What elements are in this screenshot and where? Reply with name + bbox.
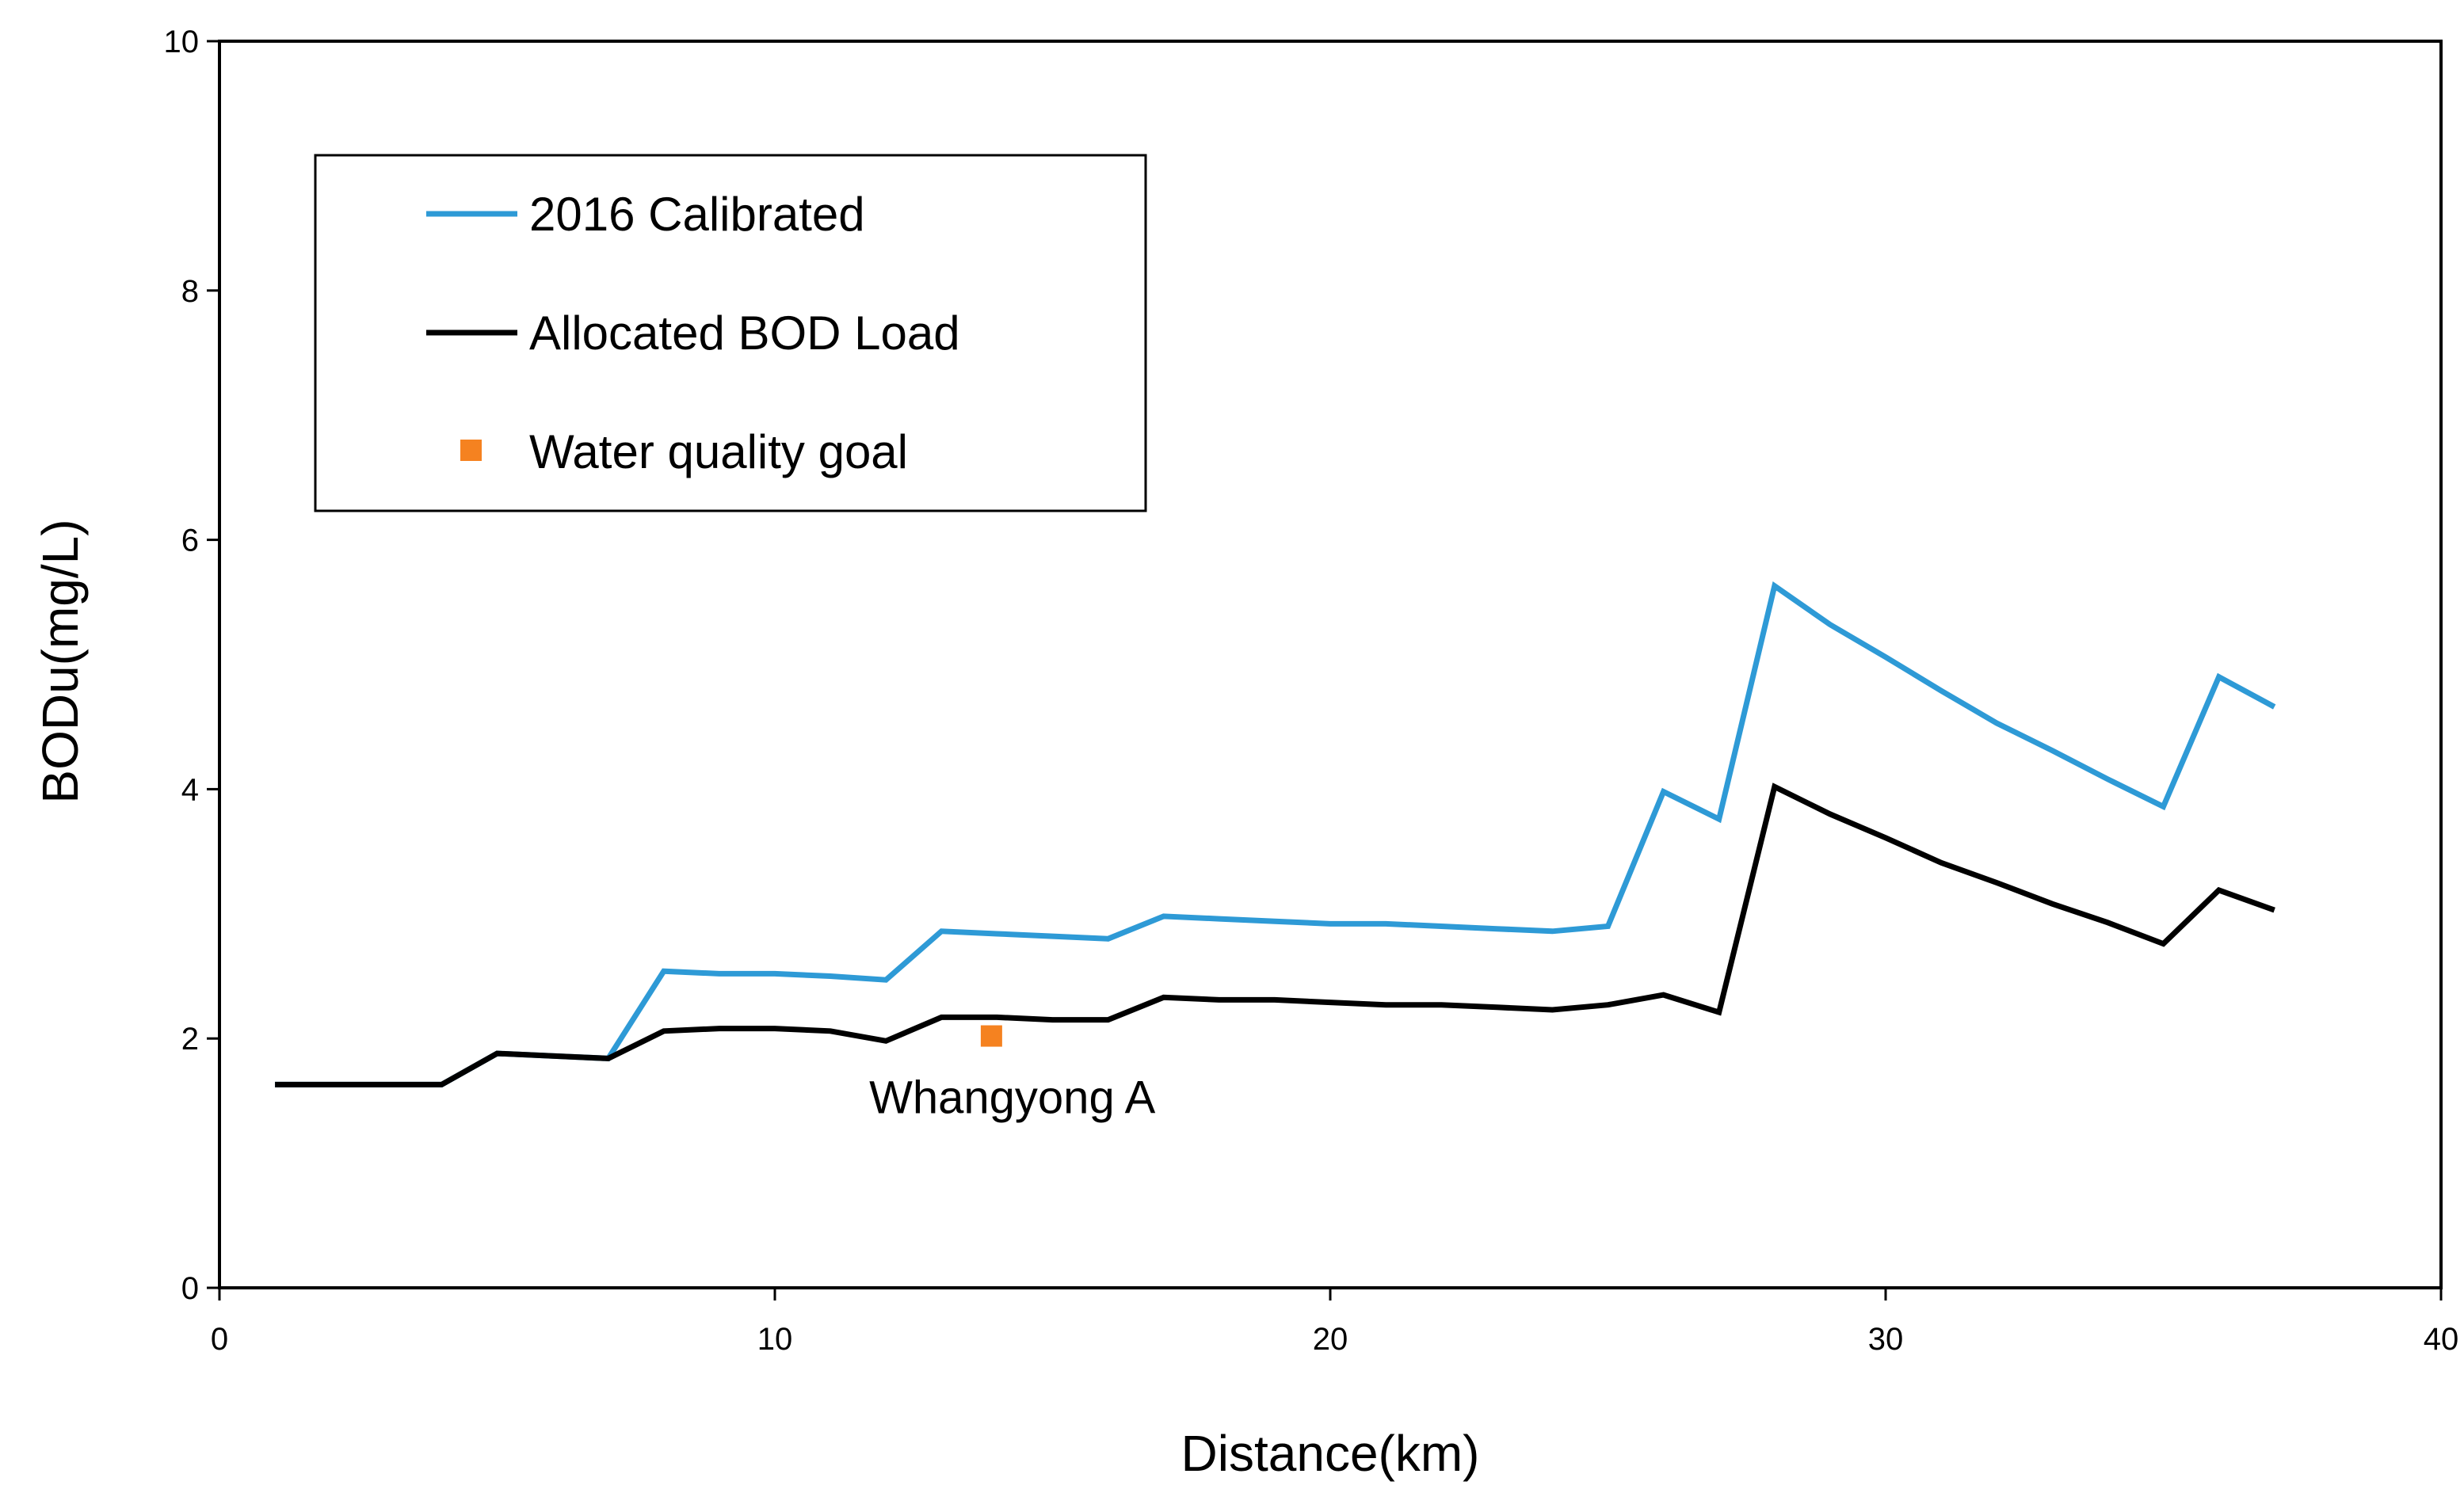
- data-point-allocated-bod-load: [1550, 1007, 1554, 1012]
- x-tick-label: 30: [1868, 1322, 1904, 1357]
- data-point-allocated-bod-load: [1494, 1005, 1499, 1010]
- y-tick-label: 6: [181, 524, 199, 558]
- data-point-2016-calibrated: [1217, 916, 1222, 921]
- data-point-2016-calibrated: [1550, 929, 1554, 934]
- data-point-2016-calibrated: [2161, 804, 2166, 809]
- data-point-2016-calibrated: [1828, 623, 1833, 627]
- legend-label-water-quality-goal: Water quality goal: [529, 425, 908, 478]
- x-tick-label: 20: [1313, 1322, 1348, 1357]
- data-point-allocated-bod-load: [1383, 1003, 1388, 1007]
- data-point-allocated-bod-load: [662, 1029, 666, 1034]
- data-point-2016-calibrated: [2272, 705, 2277, 710]
- data-point-2016-calibrated: [994, 931, 999, 936]
- data-point-2016-calibrated: [1439, 924, 1444, 929]
- data-point-2016-calibrated: [939, 929, 944, 934]
- data-point-allocated-bod-load: [1106, 1018, 1111, 1022]
- legend: 2016 Calibrated Allocated BOD Load Water…: [314, 154, 1147, 512]
- data-point-2016-calibrated: [2105, 777, 2110, 782]
- data-point-allocated-bod-load: [1717, 1010, 1722, 1015]
- legend-label-2016-calibrated: 2016 Calibrated: [529, 188, 865, 241]
- y-tick-label: 2: [181, 1022, 199, 1057]
- data-point-allocated-bod-load: [551, 1053, 555, 1058]
- data-point-allocated-bod-load: [1217, 997, 1222, 1002]
- data-point-allocated-bod-load: [939, 1015, 944, 1019]
- data-point-2016-calibrated: [1883, 655, 1888, 660]
- data-point-2016-calibrated: [1328, 921, 1333, 926]
- x-tick-label: 10: [757, 1322, 793, 1357]
- data-point-2016-calibrated: [1272, 919, 1277, 923]
- data-point-2016-calibrated: [1161, 914, 1166, 919]
- data-point-allocated-bod-load: [828, 1029, 833, 1034]
- y-tick-label: 8: [181, 274, 199, 309]
- data-point-allocated-bod-load: [1828, 812, 1833, 817]
- data-point-2016-calibrated: [2217, 675, 2222, 680]
- data-point-2016-calibrated: [1494, 927, 1499, 931]
- data-point-2016-calibrated: [1772, 584, 1777, 588]
- data-point-2016-calibrated: [1606, 924, 1611, 929]
- data-point-2016-calibrated: [828, 974, 833, 979]
- data-point-allocated-bod-load: [2217, 888, 2222, 893]
- data-point-allocated-bod-load: [1994, 880, 1999, 885]
- y-axis-title: BODu(mg/L): [32, 519, 89, 803]
- data-point-2016-calibrated: [1661, 790, 1666, 794]
- data-point-allocated-bod-load: [439, 1082, 444, 1087]
- data-point-allocated-bod-load: [883, 1038, 888, 1043]
- legend-label-allocated-bod-load: Allocated BOD Load: [529, 307, 960, 360]
- data-point-allocated-bod-load: [1439, 1003, 1444, 1007]
- data-point-allocated-bod-load: [328, 1082, 333, 1087]
- data-point-allocated-bod-load: [1606, 1003, 1611, 1007]
- data-point-allocated-bod-load: [1328, 1000, 1333, 1005]
- data-point-allocated-bod-load: [1051, 1018, 1055, 1022]
- data-point-allocated-bod-load: [1272, 997, 1277, 1002]
- data-point-allocated-bod-load: [2050, 901, 2054, 906]
- data-point-allocated-bod-load: [994, 1015, 999, 1019]
- data-point-2016-calibrated: [1051, 934, 1055, 939]
- data-point-allocated-bod-load: [2272, 908, 2277, 912]
- data-point-2016-calibrated: [1994, 721, 1999, 725]
- data-point-2016-calibrated: [1106, 936, 1111, 941]
- data-point-2016-calibrated: [2050, 748, 2054, 753]
- data-point-allocated-bod-load: [772, 1026, 777, 1031]
- annotation-whangyong-a: Whangyong A: [869, 1072, 1155, 1124]
- data-point-2016-calibrated: [1717, 817, 1722, 821]
- y-tick-label: 4: [181, 772, 199, 807]
- y-tick-label: 0: [181, 1271, 199, 1306]
- data-point-allocated-bod-load: [606, 1056, 611, 1061]
- data-point-2016-calibrated: [662, 969, 666, 973]
- series-line-2016-calibrated: [275, 581, 2276, 1087]
- legend-swatch-water-quality-goal: [460, 440, 482, 461]
- series-line-allocated-bod-load: [275, 783, 2275, 1087]
- marker-water-quality-goal: [980, 1025, 1002, 1047]
- y-tick-label: 10: [164, 25, 200, 59]
- data-point-allocated-bod-load: [1883, 836, 1888, 840]
- data-point-2016-calibrated: [1939, 688, 1943, 693]
- data-point-allocated-bod-load: [1661, 992, 1666, 997]
- data-point-allocated-bod-load: [2161, 942, 2166, 946]
- data-point-allocated-bod-load: [273, 1082, 277, 1087]
- data-point-2016-calibrated: [772, 971, 777, 976]
- data-point-2016-calibrated: [1383, 921, 1388, 926]
- x-axis-title: Distance(km): [1181, 1425, 1480, 1482]
- data-point-allocated-bod-load: [383, 1082, 388, 1087]
- data-point-allocated-bod-load: [1161, 995, 1166, 1000]
- data-point-2016-calibrated: [883, 977, 888, 982]
- data-point-allocated-bod-load: [1772, 784, 1777, 789]
- data-point-allocated-bod-load: [2105, 920, 2110, 925]
- data-point-allocated-bod-load: [495, 1051, 500, 1056]
- x-tick-label: 0: [211, 1322, 228, 1357]
- x-tick-label: 40: [2424, 1322, 2459, 1357]
- data-point-allocated-bod-load: [1939, 860, 1943, 865]
- data-point-allocated-bod-load: [717, 1026, 722, 1031]
- data-point-2016-calibrated: [717, 971, 722, 976]
